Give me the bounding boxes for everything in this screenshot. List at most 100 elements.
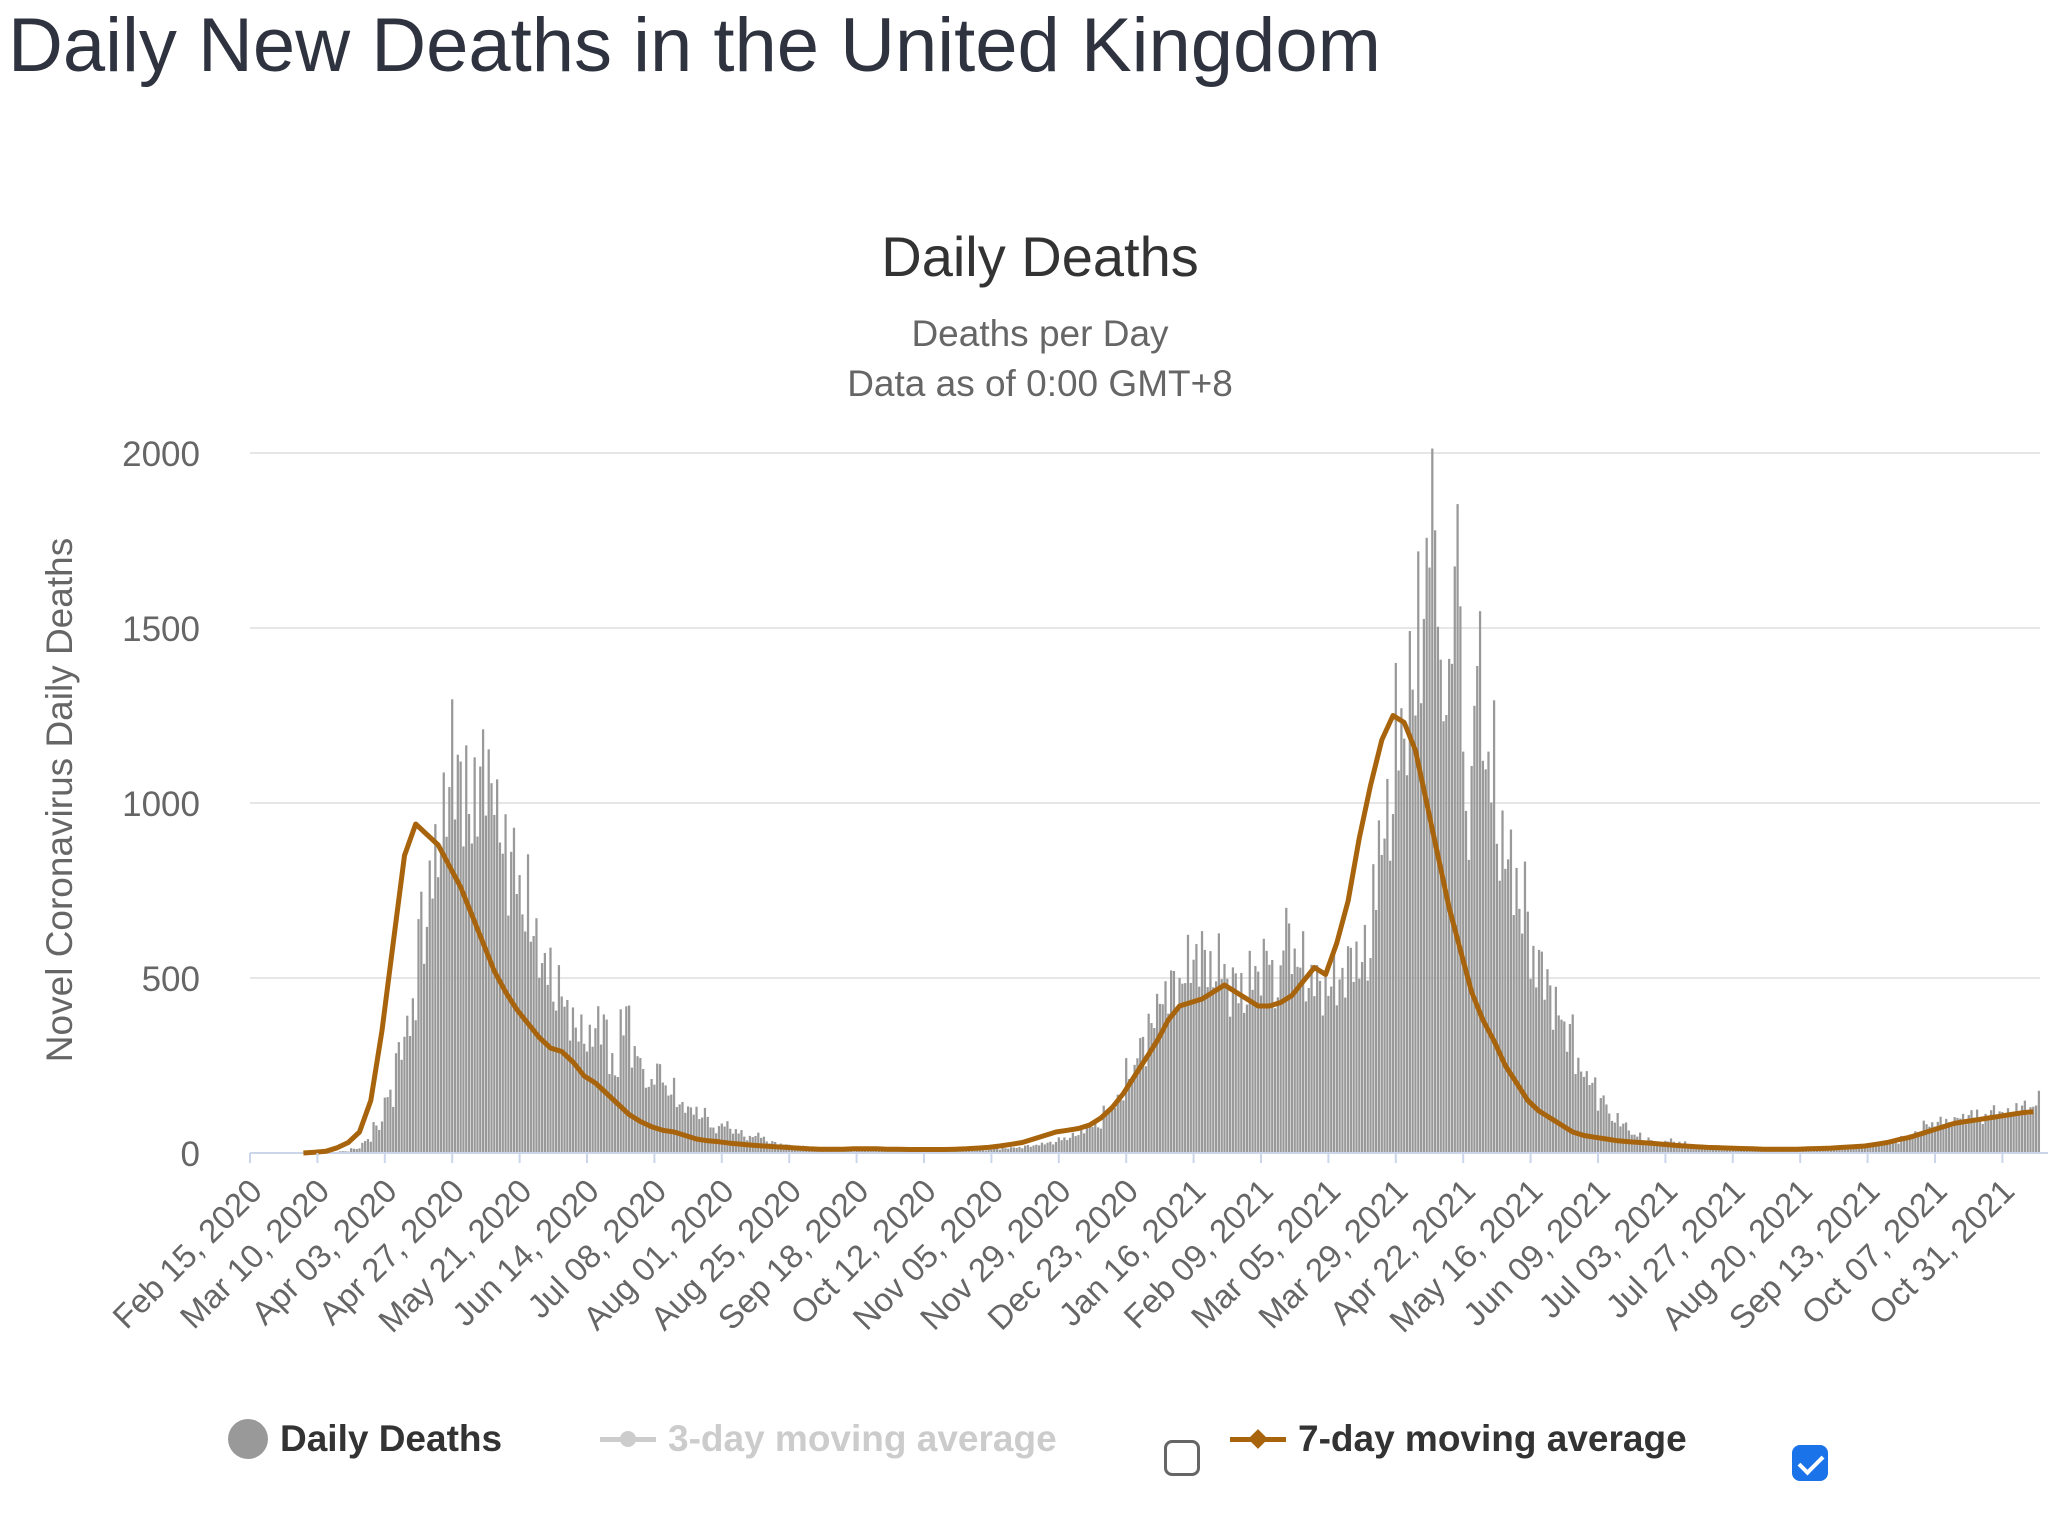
daily-deaths-bar	[1158, 1003, 1162, 1153]
daily-deaths-bar	[1504, 868, 1507, 1153]
daily-deaths-bar	[459, 761, 462, 1153]
daily-deaths-bar	[1560, 1019, 1563, 1153]
daily-deaths-bar	[1355, 941, 1358, 1153]
daily-deaths-bar	[425, 926, 429, 1153]
toggle-7day-checkbox[interactable]	[1792, 1445, 1828, 1481]
daily-deaths-bar	[1226, 978, 1229, 1153]
daily-deaths-bar	[512, 827, 516, 1153]
daily-deaths-bar	[653, 1084, 656, 1153]
daily-deaths-bar	[1453, 566, 1456, 1153]
daily-deaths-bar	[619, 1009, 622, 1153]
daily-deaths-bar	[1293, 948, 1296, 1153]
daily-deaths-bar	[1521, 933, 1524, 1153]
legend-3day-ma[interactable]: 3-day moving average	[600, 1418, 1057, 1460]
daily-deaths-bar	[661, 1082, 664, 1153]
toggle-3day-checkbox[interactable]	[1164, 1440, 1200, 1476]
daily-deaths-bar	[1540, 951, 1543, 1153]
daily-deaths-bar	[394, 1053, 398, 1153]
daily-deaths-bar	[1880, 1145, 1883, 1153]
daily-deaths-bar	[1574, 1074, 1577, 1153]
daily-deaths-bar	[392, 1106, 395, 1153]
daily-deaths-bar	[1414, 715, 1417, 1153]
daily-deaths-bar	[959, 1150, 962, 1153]
daily-deaths-bar	[1546, 969, 1549, 1153]
daily-deaths-bar	[1341, 967, 1344, 1153]
daily-deaths-bar	[1419, 703, 1423, 1153]
daily-deaths-bar	[1108, 1108, 1111, 1153]
daily-deaths-bar	[998, 1149, 1001, 1153]
daily-deaths-bar	[524, 931, 527, 1153]
daily-deaths-bar	[1344, 997, 1347, 1153]
daily-deaths-bar	[613, 1075, 617, 1153]
daily-deaths-bar	[891, 1150, 895, 1153]
daily-deaths-bar	[403, 1036, 406, 1153]
daily-deaths-bar	[1872, 1146, 1875, 1153]
daily-deaths-bar	[1366, 980, 1369, 1153]
daily-deaths-bar	[1602, 1095, 1605, 1153]
daily-deaths-bar	[670, 1094, 673, 1153]
daily-deaths-bar	[1905, 1137, 1909, 1153]
daily-deaths-bar	[1675, 1143, 1678, 1153]
daily-deaths-bar	[625, 1006, 628, 1153]
daily-deaths-bar	[1801, 1150, 1805, 1153]
daily-deaths-bar	[1425, 537, 1428, 1153]
daily-deaths-bar	[1653, 1141, 1656, 1153]
daily-deaths-bar	[1054, 1141, 1058, 1153]
daily-deaths-bar	[1018, 1146, 1021, 1153]
daily-deaths-bar	[1838, 1149, 1841, 1153]
daily-deaths-bar	[1866, 1147, 1869, 1153]
daily-deaths-bar	[451, 699, 454, 1153]
daily-deaths-bar	[2023, 1100, 2026, 1153]
daily-deaths-bar	[1608, 1113, 1611, 1153]
legend-daily-deaths[interactable]: Daily Deaths	[228, 1418, 502, 1460]
daily-deaths-bar	[375, 1125, 378, 1153]
daily-deaths-bar	[1549, 985, 1552, 1153]
legend-7day-ma[interactable]: 7-day moving average	[1230, 1418, 1687, 1460]
daily-deaths-bar	[1622, 1123, 1625, 1153]
daily-deaths-bar	[526, 854, 530, 1153]
daily-deaths-bar	[1445, 715, 1448, 1153]
daily-deaths-bar	[2029, 1107, 2032, 1153]
daily-deaths-bar	[2026, 1114, 2029, 1153]
daily-deaths-bar	[566, 999, 569, 1153]
daily-deaths-bar	[616, 1077, 620, 1153]
daily-deaths-bar	[1004, 1148, 1007, 1153]
legend-daily-deaths-label: Daily Deaths	[280, 1418, 503, 1459]
daily-deaths-bar	[1200, 931, 1204, 1153]
daily-deaths-bar	[2015, 1103, 2018, 1153]
daily-deaths-bar	[1237, 1003, 1240, 1153]
daily-deaths-bar	[1265, 950, 1268, 1153]
daily-deaths-bar	[723, 1126, 726, 1153]
daily-deaths-bar	[1178, 978, 1181, 1153]
daily-deaths-bar	[1877, 1142, 1880, 1153]
daily-deaths-bar	[1338, 979, 1341, 1153]
daily-deaths-bar	[1290, 974, 1294, 1153]
daily-deaths-bar	[1658, 1144, 1661, 1153]
daily-deaths-bar	[1829, 1149, 1833, 1153]
daily-deaths-bar	[622, 1035, 625, 1153]
daily-deaths-bar	[1043, 1144, 1046, 1153]
daily-deaths-bar	[1130, 1081, 1133, 1153]
daily-deaths-bar	[1476, 665, 1479, 1153]
daily-deaths-bar	[1127, 1079, 1131, 1153]
daily-deaths-bar	[1894, 1142, 1897, 1153]
daily-deaths-bar	[434, 824, 437, 1153]
daily-deaths-bar	[462, 846, 465, 1153]
chart-subtitle-2: Data as of 0:00 GMT+8	[847, 363, 1233, 404]
daily-deaths-bar	[1813, 1150, 1816, 1153]
daily-deaths-bar	[1015, 1147, 1018, 1153]
daily-deaths-bar	[569, 1040, 572, 1153]
daily-deaths-bar	[1919, 1135, 1923, 1153]
daily-deaths-bar	[1565, 1051, 1569, 1153]
daily-deaths-bar	[1363, 924, 1367, 1153]
daily-deaths-bar	[2009, 1115, 2012, 1153]
daily-deaths-bar	[406, 1015, 409, 1153]
daily-deaths-bar	[628, 1005, 631, 1153]
daily-deaths-bar	[1082, 1133, 1086, 1153]
daily-deaths-bar	[1964, 1124, 1968, 1153]
daily-deaths-bar	[1026, 1144, 1030, 1153]
daily-deaths-bar	[1228, 1016, 1232, 1153]
daily-deaths-bar	[1035, 1144, 1038, 1153]
daily-deaths-bar	[757, 1132, 760, 1153]
daily-deaths-bar	[1939, 1116, 1942, 1153]
